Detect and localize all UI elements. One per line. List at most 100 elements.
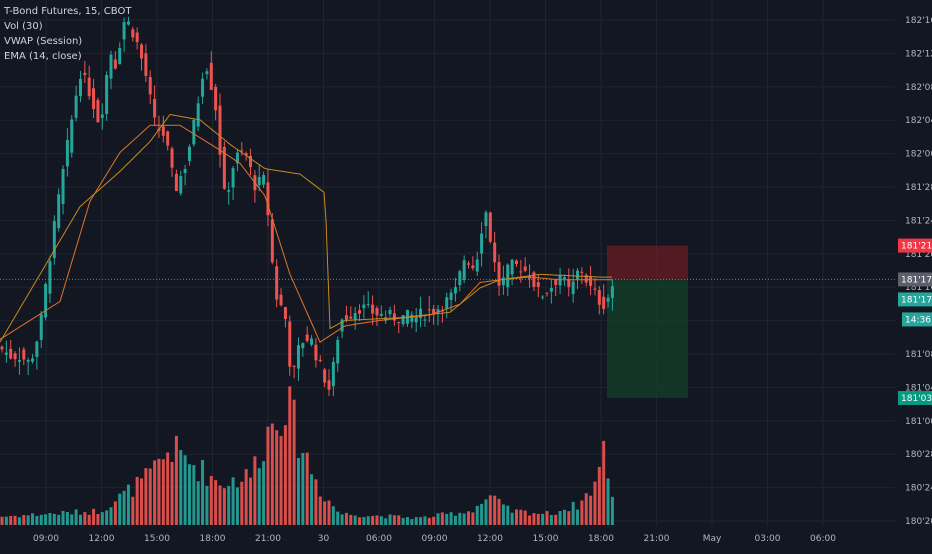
candle-body [576, 270, 580, 279]
ema-indicator-label[interactable]: EMA (14, close) [4, 51, 82, 62]
candle-body [371, 304, 375, 314]
volume-bar [48, 512, 52, 525]
volume-bar [379, 516, 383, 525]
candle-body [514, 260, 518, 265]
candle-body [458, 271, 462, 285]
candle-body [61, 168, 65, 204]
time-tick: 15:00 [144, 534, 170, 544]
candle-body [131, 29, 135, 38]
volume-bar [436, 513, 440, 525]
candle-body [87, 77, 91, 97]
volume-bar [9, 516, 13, 525]
volume-bar [61, 510, 65, 525]
volume-bar [584, 493, 588, 525]
time-tick: 12:00 [89, 534, 115, 544]
candlestick-series [0, 16, 614, 397]
volume-bar [157, 458, 161, 525]
candle-body [266, 182, 270, 216]
candle-body [74, 95, 78, 118]
volume-bar [183, 455, 187, 525]
risk-reward-tool[interactable] [607, 245, 688, 398]
candle-body [584, 274, 588, 283]
volume-bar [266, 426, 270, 525]
candle-body [606, 297, 610, 302]
time-tick: 09:00 [422, 534, 448, 544]
volume-bar [506, 505, 510, 525]
volume-bar [222, 488, 226, 525]
volume-bar [288, 386, 292, 525]
candle-body [589, 276, 593, 286]
volume-bar [541, 513, 545, 525]
vwap-line [0, 113, 612, 343]
candle-body [493, 242, 497, 263]
candle-body [580, 271, 584, 273]
volume-bar [310, 474, 314, 525]
vwap-indicator-label[interactable]: VWAP (Session) [4, 36, 83, 47]
candle-body [497, 262, 501, 286]
volume-bar [480, 503, 484, 525]
price-tick: 180'28 [905, 450, 932, 460]
candle-body [283, 306, 287, 320]
candle-body [384, 317, 388, 321]
candle-body [467, 263, 471, 265]
volume-bar [174, 435, 178, 525]
volume-bar [353, 515, 357, 525]
volume-bar [458, 512, 462, 525]
stop-price-text: 181'21 [901, 242, 932, 252]
volume-bar [170, 461, 174, 525]
volume-bar [31, 513, 35, 525]
volume-bar [26, 515, 30, 525]
candle-body [501, 277, 505, 286]
volume-bar [105, 510, 109, 525]
candle-body [26, 359, 30, 362]
candle-body [170, 148, 174, 168]
volume-indicator-label[interactable]: Vol (30) [4, 21, 43, 32]
price-axis[interactable]: 182'16 182'12 182'08 182'04 182'00 181'28 181'… [905, 16, 932, 527]
time-axis[interactable]: 09:00 12:00 15:00 18:00 21:00 30 06:00 09:00 12:… [33, 534, 836, 544]
volume-bar [562, 509, 566, 525]
volume-bar [283, 425, 287, 525]
candle-body [401, 315, 405, 325]
volume-bar [214, 480, 218, 525]
candle-body [427, 309, 431, 311]
candle-body [187, 146, 191, 161]
volume-bar [349, 514, 353, 525]
volume-bar [401, 517, 405, 525]
candle-body [323, 369, 327, 383]
candle-body [453, 287, 457, 294]
take-profit-zone[interactable] [607, 279, 688, 398]
volume-bar [227, 485, 231, 525]
volume-bar [305, 452, 309, 525]
volume-bar [240, 481, 244, 525]
volume-bar [231, 477, 235, 525]
volume-bar [296, 457, 300, 525]
volume-bar [166, 452, 170, 525]
volume-bar [235, 487, 239, 525]
volume-bar [501, 504, 505, 525]
candle-body [257, 176, 261, 186]
candle-body [92, 88, 96, 110]
time-tick: 09:00 [33, 534, 59, 544]
candle-body [423, 319, 427, 321]
candle-body [610, 286, 614, 298]
volume-bar [484, 499, 488, 525]
volume-bar [362, 517, 366, 525]
candle-body [174, 173, 178, 192]
volume-bar [161, 459, 165, 525]
volume-bar [532, 513, 536, 525]
volume-bar [475, 505, 479, 525]
stop-loss-zone[interactable] [607, 245, 688, 280]
volume-bar [488, 495, 492, 525]
symbol-title[interactable]: T-Bond Futures, 15, CBOT [4, 6, 132, 17]
candle-body [353, 313, 357, 320]
candle-body [122, 22, 126, 40]
candle-body [109, 54, 113, 79]
candle-body [462, 260, 466, 280]
volume-bar [148, 468, 152, 525]
volume-bar [187, 464, 191, 525]
candle-body [148, 77, 152, 95]
candle-body [292, 365, 296, 367]
price-tick: 182'04 [905, 116, 932, 126]
